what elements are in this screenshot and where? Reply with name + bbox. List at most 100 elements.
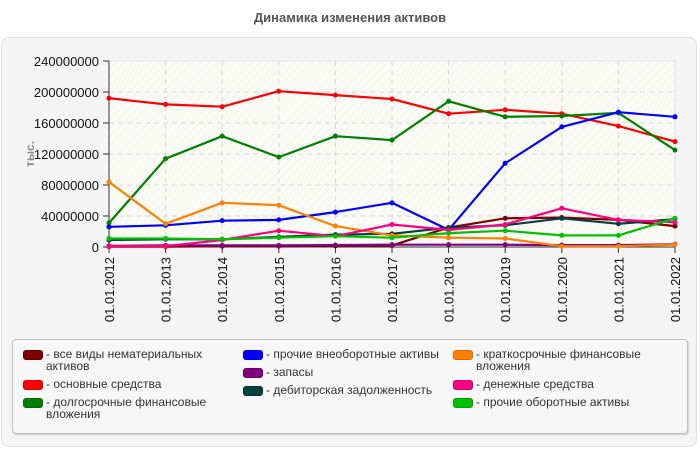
data-point[interactable]	[276, 217, 282, 223]
data-point[interactable]	[672, 147, 678, 153]
data-point[interactable]	[163, 243, 169, 249]
data-point[interactable]	[163, 221, 169, 227]
data-point[interactable]	[219, 242, 225, 248]
data-point[interactable]	[389, 222, 395, 228]
y-tick-label: 0	[92, 240, 99, 255]
data-point[interactable]	[106, 179, 112, 185]
legend-item[interactable]: - денежные средства	[453, 378, 641, 390]
data-point[interactable]	[106, 95, 112, 101]
data-point[interactable]	[332, 92, 338, 98]
legend-swatch-icon	[23, 398, 43, 408]
data-point[interactable]	[332, 242, 338, 248]
series-lines	[106, 88, 678, 250]
data-point[interactable]	[389, 235, 395, 241]
data-point[interactable]	[389, 137, 395, 143]
legend-swatch-icon	[23, 350, 43, 360]
data-point[interactable]	[615, 123, 621, 129]
data-point[interactable]	[106, 224, 112, 230]
data-point[interactable]	[502, 222, 508, 228]
legend-item[interactable]: - краткосрочные финансовые вложения	[453, 348, 641, 372]
data-point[interactable]	[502, 215, 508, 221]
legend-item[interactable]: - дебиторская задолженность	[243, 384, 439, 396]
legend-swatch-icon	[453, 350, 473, 360]
data-point[interactable]	[389, 242, 395, 248]
data-point[interactable]	[559, 243, 565, 249]
data-point[interactable]	[276, 202, 282, 208]
data-point[interactable]	[672, 219, 678, 225]
data-point[interactable]	[446, 98, 452, 104]
legend-label: - основные средства	[46, 377, 162, 391]
data-point[interactable]	[502, 107, 508, 113]
legend-swatch-icon	[243, 350, 263, 360]
y-tick-label: 120000000	[34, 147, 99, 162]
data-point[interactable]	[672, 114, 678, 120]
legend-item[interactable]: - все виды нематериальных активов	[23, 348, 206, 372]
data-point[interactable]	[219, 236, 225, 242]
data-point[interactable]	[276, 88, 282, 94]
data-point[interactable]	[219, 218, 225, 224]
data-point[interactable]	[446, 230, 452, 236]
data-point[interactable]	[446, 242, 452, 248]
chart-legend: - все виды нематериальных активов - основ…	[12, 339, 688, 434]
data-point[interactable]	[276, 228, 282, 234]
legend-item[interactable]: - долгосрочные финансовые вложения	[23, 396, 206, 420]
data-point[interactable]	[219, 200, 225, 206]
data-point[interactable]	[615, 243, 621, 249]
data-point[interactable]	[559, 232, 565, 238]
series-line	[106, 215, 678, 242]
x-tick-label: 01.01.2015	[272, 257, 287, 322]
data-point[interactable]	[615, 217, 621, 223]
data-point[interactable]	[163, 101, 169, 107]
data-point[interactable]	[106, 243, 112, 249]
data-point[interactable]	[219, 104, 225, 110]
data-point[interactable]	[559, 113, 565, 119]
data-point[interactable]	[615, 109, 621, 115]
data-point[interactable]	[332, 233, 338, 239]
legend-item[interactable]: - прочие внеоборотные активы	[243, 348, 439, 360]
series-line	[106, 88, 678, 145]
data-point[interactable]	[332, 133, 338, 139]
data-point[interactable]	[502, 242, 508, 248]
data-point[interactable]	[276, 235, 282, 241]
legend-swatch-icon	[243, 386, 263, 396]
legend-label: - долгосрочные финансовые вложения	[46, 395, 207, 421]
x-tick-label: 01.01.2018	[442, 257, 457, 322]
data-point[interactable]	[502, 114, 508, 120]
data-point[interactable]	[276, 242, 282, 248]
data-point[interactable]	[106, 220, 112, 226]
legend-label: - прочие оборотные активы	[476, 395, 630, 409]
data-point[interactable]	[389, 200, 395, 206]
data-point[interactable]	[502, 235, 508, 241]
data-point[interactable]	[502, 160, 508, 166]
axes: 0 40000000 80000000 120000000 160000000 20000…	[34, 54, 683, 322]
legend-item[interactable]: - прочие оборотные активы	[453, 396, 641, 408]
data-point[interactable]	[163, 156, 169, 162]
data-point[interactable]	[672, 139, 678, 145]
data-point[interactable]	[672, 223, 678, 229]
data-point[interactable]	[559, 205, 565, 211]
x-tick-label: 01.01.2022	[668, 257, 683, 322]
data-point[interactable]	[446, 111, 452, 117]
data-point[interactable]	[163, 235, 169, 241]
data-point[interactable]	[219, 133, 225, 139]
line-chart: 0 40000000 80000000 120000000 160000000 20000…	[23, 54, 683, 322]
y-tick-label: 200000000	[34, 85, 99, 100]
data-point[interactable]	[106, 235, 112, 241]
data-point[interactable]	[332, 209, 338, 215]
legend-swatch-icon	[453, 380, 473, 390]
data-point[interactable]	[446, 235, 452, 241]
legend-item[interactable]: - запасы	[243, 366, 439, 378]
legend-label: - краткосрочные финансовые вложения	[476, 347, 641, 373]
legend-item[interactable]: - основные средства	[23, 378, 206, 390]
data-point[interactable]	[332, 223, 338, 229]
data-point[interactable]	[615, 232, 621, 238]
data-point[interactable]	[615, 221, 621, 227]
data-point[interactable]	[389, 96, 395, 102]
data-point[interactable]	[559, 124, 565, 130]
data-point[interactable]	[559, 215, 565, 221]
data-point[interactable]	[672, 242, 678, 248]
data-point[interactable]	[502, 228, 508, 234]
legend-label: - дебиторская задолженность	[266, 383, 433, 397]
data-point[interactable]	[672, 215, 678, 221]
data-point[interactable]	[276, 154, 282, 160]
